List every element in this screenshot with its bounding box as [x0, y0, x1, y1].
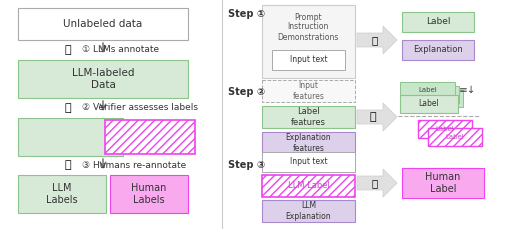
Bar [262, 132, 355, 154]
Polygon shape [357, 169, 397, 197]
Bar [418, 120, 472, 138]
Text: 🔍: 🔍 [370, 112, 376, 122]
Text: Label: Label [418, 87, 437, 93]
Text: Label: Label [426, 17, 450, 27]
Text: 🔍: 🔍 [65, 103, 71, 113]
Text: Human
Labels: Human Labels [131, 183, 167, 205]
Polygon shape [357, 26, 397, 54]
Text: Input
features: Input features [292, 81, 325, 101]
Bar [262, 5, 355, 78]
Bar [400, 95, 458, 113]
Bar [18, 175, 106, 213]
Bar [18, 118, 123, 156]
Text: Step ②: Step ② [228, 87, 265, 97]
Bar [18, 60, 188, 98]
Text: 👥: 👥 [372, 178, 378, 188]
Text: Prompt: Prompt [294, 14, 322, 22]
Text: Input text: Input text [290, 55, 327, 65]
Bar [262, 80, 355, 102]
Text: ① LLMs annotate: ① LLMs annotate [82, 46, 159, 55]
Text: ② Verifier assesses labels: ② Verifier assesses labels [82, 104, 198, 112]
Text: Label: Label [426, 95, 445, 101]
Bar [105, 120, 195, 154]
Text: 🤖: 🤖 [65, 45, 71, 55]
Text: ≡↓: ≡↓ [459, 85, 477, 95]
Text: Explanation: Explanation [413, 46, 463, 55]
Text: LLM
Explanation: LLM Explanation [286, 201, 331, 221]
Text: LLM-labeled
Data: LLM-labeled Data [72, 68, 134, 90]
Bar [428, 128, 482, 146]
Bar [262, 200, 355, 222]
Bar [262, 175, 355, 197]
Bar [18, 8, 188, 40]
Text: Input text: Input text [290, 158, 327, 166]
Bar [110, 175, 188, 213]
Text: 👥: 👥 [65, 160, 71, 170]
Text: Label
features: Label features [291, 107, 326, 127]
Text: Step ①: Step ① [228, 9, 265, 19]
Text: Unlabeled data: Unlabeled data [63, 19, 143, 29]
Polygon shape [357, 103, 397, 131]
Text: Label: Label [445, 134, 464, 140]
Text: Human
Label: Human Label [425, 172, 461, 194]
Text: ③ Humans re-annotate: ③ Humans re-annotate [82, 161, 186, 169]
Bar [402, 40, 474, 60]
Text: Step ③: Step ③ [228, 160, 265, 170]
Bar [402, 168, 484, 198]
Text: Instruction
Demonstrations: Instruction Demonstrations [278, 22, 338, 42]
Bar [404, 86, 459, 103]
Text: 🤖: 🤖 [372, 35, 378, 45]
Bar [262, 106, 355, 128]
Bar [400, 82, 455, 99]
Text: LLM
Labels: LLM Labels [46, 183, 78, 205]
Bar [408, 90, 463, 107]
Text: Label: Label [422, 92, 441, 98]
Text: LLM Label: LLM Label [288, 182, 329, 191]
Bar [272, 50, 345, 70]
Text: Explanation
features: Explanation features [286, 133, 331, 153]
Bar [262, 152, 355, 172]
Text: Label: Label [436, 126, 454, 132]
Bar [402, 12, 474, 32]
Text: Label: Label [419, 99, 439, 109]
